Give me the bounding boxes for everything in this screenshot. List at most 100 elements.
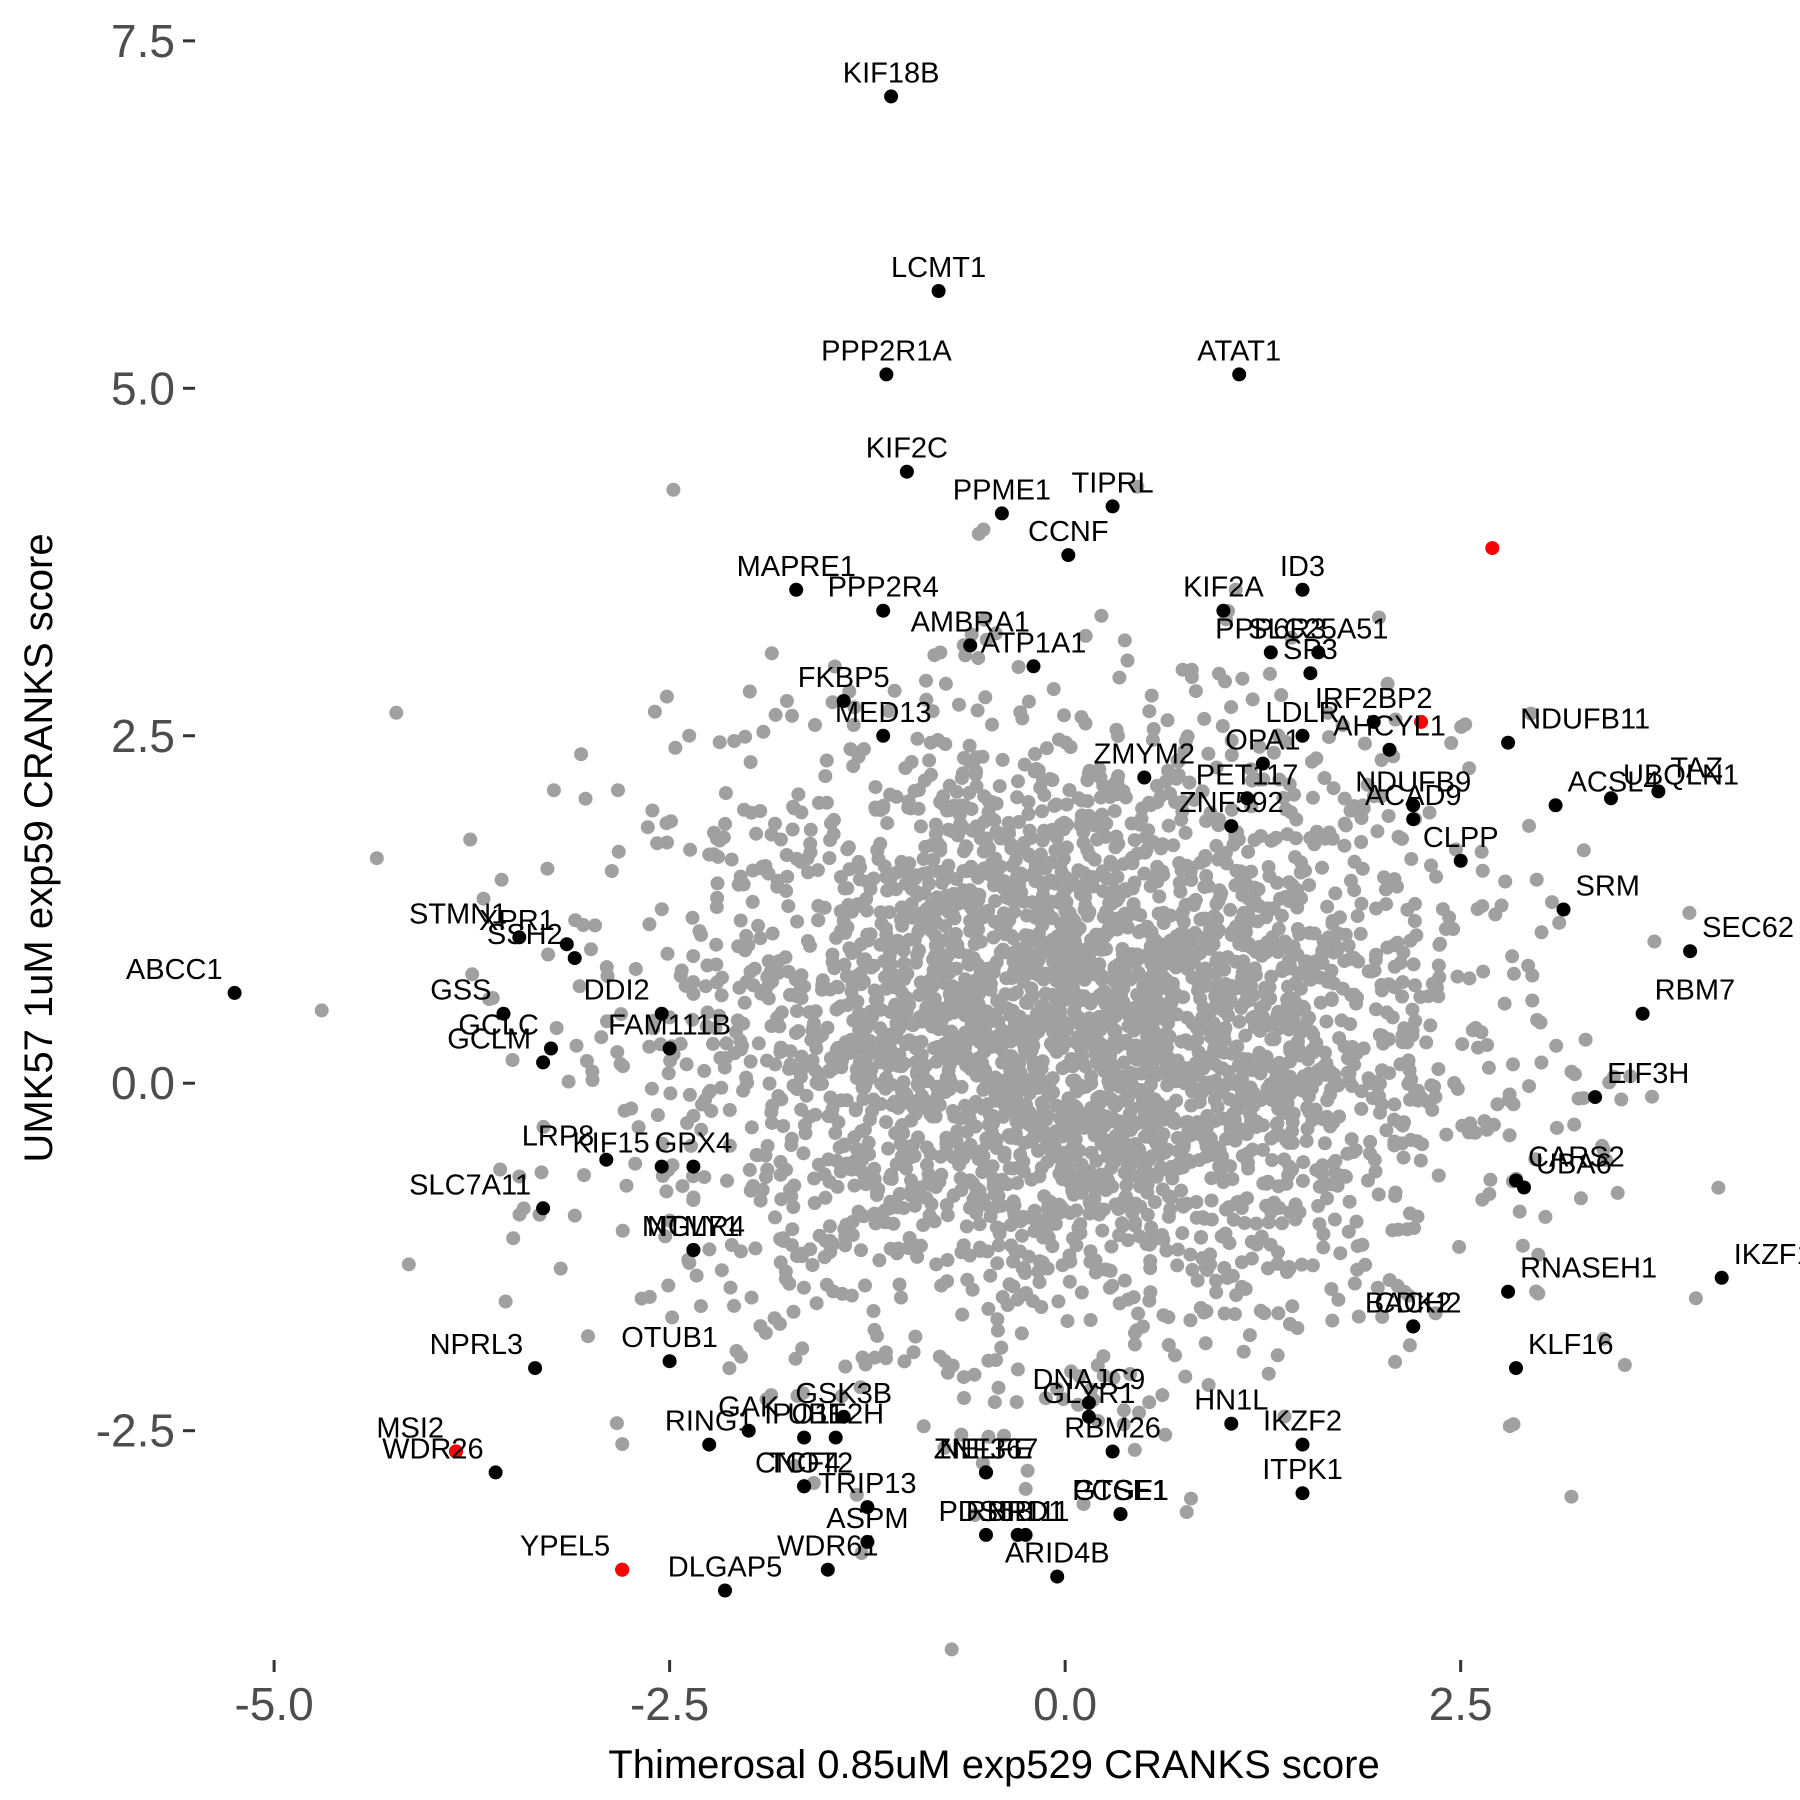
background-gene-point bbox=[823, 1233, 838, 1248]
background-gene-point bbox=[1431, 1168, 1446, 1183]
background-gene-point bbox=[894, 1290, 908, 1305]
background-gene-point bbox=[1486, 1117, 1501, 1132]
background-gene-point bbox=[463, 832, 478, 847]
background-gene-point bbox=[1387, 1097, 1402, 1112]
background-gene-point bbox=[1688, 1291, 1703, 1306]
gene-label: YPEL5 bbox=[520, 1531, 610, 1563]
background-gene-point bbox=[1350, 909, 1365, 924]
gene-label: AHCYL1 bbox=[1333, 711, 1446, 743]
background-gene-point bbox=[702, 1242, 717, 1257]
background-gene-point bbox=[1161, 1338, 1176, 1352]
background-gene-point bbox=[1264, 1092, 1279, 1107]
background-gene-point bbox=[865, 1104, 879, 1119]
background-gene-point bbox=[957, 844, 971, 859]
background-gene-point bbox=[1430, 980, 1444, 995]
background-gene-point bbox=[986, 878, 1001, 893]
background-gene-point bbox=[1161, 818, 1176, 833]
background-gene-point bbox=[1086, 1194, 1101, 1209]
background-gene-point bbox=[1335, 981, 1350, 996]
background-gene-point bbox=[1143, 939, 1158, 954]
background-gene-point bbox=[1138, 830, 1153, 845]
background-gene-point bbox=[1267, 1032, 1282, 1047]
background-gene-point bbox=[1094, 608, 1109, 623]
gene-point bbox=[1406, 1319, 1421, 1334]
background-gene-point bbox=[1320, 1191, 1334, 1206]
background-gene-point bbox=[534, 1165, 549, 1180]
gene-point bbox=[1050, 1569, 1065, 1584]
gene-label: MTMR4 bbox=[642, 1211, 745, 1243]
background-gene-point bbox=[924, 1197, 939, 1212]
background-gene-point bbox=[1026, 966, 1040, 980]
gene-label: TIPRL bbox=[1072, 467, 1154, 499]
background-gene-point bbox=[1395, 831, 1409, 846]
background-gene-point bbox=[654, 902, 669, 917]
background-gene-point bbox=[803, 822, 818, 837]
background-gene-point bbox=[1178, 825, 1193, 840]
background-gene-point bbox=[1109, 722, 1124, 737]
background-gene-point bbox=[1571, 1091, 1586, 1106]
background-gene-point bbox=[1075, 1080, 1090, 1095]
gene-label: SLC25A51 bbox=[1248, 613, 1388, 645]
background-gene-point bbox=[689, 1268, 704, 1283]
background-gene-point bbox=[1292, 1043, 1307, 1057]
background-gene-point bbox=[834, 1389, 849, 1404]
background-gene-point bbox=[854, 1243, 868, 1258]
background-gene-point bbox=[754, 986, 769, 1001]
gene-point bbox=[1061, 548, 1076, 563]
background-gene-point bbox=[1316, 1240, 1331, 1255]
background-gene-point bbox=[1364, 964, 1379, 979]
background-gene-point bbox=[983, 982, 998, 997]
background-gene-point bbox=[1215, 1061, 1230, 1076]
background-gene-point bbox=[1452, 1239, 1467, 1254]
gene-label: PCGF1 bbox=[1072, 1475, 1169, 1507]
background-gene-point bbox=[1343, 803, 1358, 818]
gene-point bbox=[1303, 666, 1318, 681]
background-gene-point bbox=[1294, 1257, 1309, 1272]
background-gene-point bbox=[988, 851, 1003, 866]
background-gene-point bbox=[1245, 692, 1260, 707]
gene-point bbox=[884, 89, 899, 104]
background-gene-point bbox=[852, 1055, 867, 1070]
background-gene-point bbox=[1109, 1008, 1123, 1023]
background-gene-point bbox=[1160, 1104, 1175, 1119]
background-gene-point bbox=[859, 891, 874, 906]
background-gene-point bbox=[1096, 909, 1111, 924]
background-gene-point bbox=[1502, 1128, 1517, 1143]
background-gene-point bbox=[1282, 1317, 1297, 1331]
gene-label: SRM bbox=[1576, 871, 1640, 903]
background-gene-point bbox=[734, 1349, 748, 1364]
gene-label: PPP6R3 bbox=[1215, 613, 1326, 645]
background-gene-point bbox=[1375, 1097, 1389, 1112]
background-gene-point bbox=[1299, 1134, 1314, 1148]
background-gene-point bbox=[1178, 734, 1193, 749]
background-gene-point bbox=[740, 1075, 755, 1090]
background-gene-point bbox=[727, 1046, 742, 1061]
gene-point bbox=[1295, 582, 1310, 597]
x-tick-label: -2.5 bbox=[630, 1678, 709, 1730]
background-gene-point bbox=[821, 1152, 836, 1167]
background-gene-point bbox=[981, 1117, 996, 1132]
background-gene-point bbox=[952, 945, 967, 960]
background-gene-point bbox=[1224, 979, 1239, 993]
gene-point bbox=[718, 1583, 732, 1598]
background-gene-point bbox=[1261, 1366, 1276, 1381]
gene-point bbox=[654, 1159, 669, 1174]
background-gene-point bbox=[1249, 1114, 1264, 1129]
background-gene-point bbox=[1147, 1195, 1162, 1210]
background-gene-point bbox=[1002, 1277, 1017, 1292]
background-gene-point bbox=[1545, 895, 1559, 910]
gene-point bbox=[1714, 1270, 1729, 1285]
background-gene-point bbox=[1596, 1331, 1611, 1346]
background-gene-point bbox=[1183, 1313, 1198, 1328]
background-gene-point bbox=[846, 943, 860, 957]
background-gene-point bbox=[990, 1312, 1005, 1327]
background-gene-point bbox=[1078, 890, 1093, 905]
background-gene-point bbox=[1103, 992, 1118, 1007]
background-gene-point bbox=[773, 1040, 788, 1055]
background-gene-point bbox=[1065, 1140, 1080, 1155]
background-gene-point bbox=[1349, 1214, 1364, 1229]
background-gene-point bbox=[985, 1159, 1000, 1174]
background-gene-point bbox=[928, 817, 943, 832]
background-gene-point bbox=[1358, 1257, 1373, 1272]
background-gene-point bbox=[922, 876, 937, 891]
